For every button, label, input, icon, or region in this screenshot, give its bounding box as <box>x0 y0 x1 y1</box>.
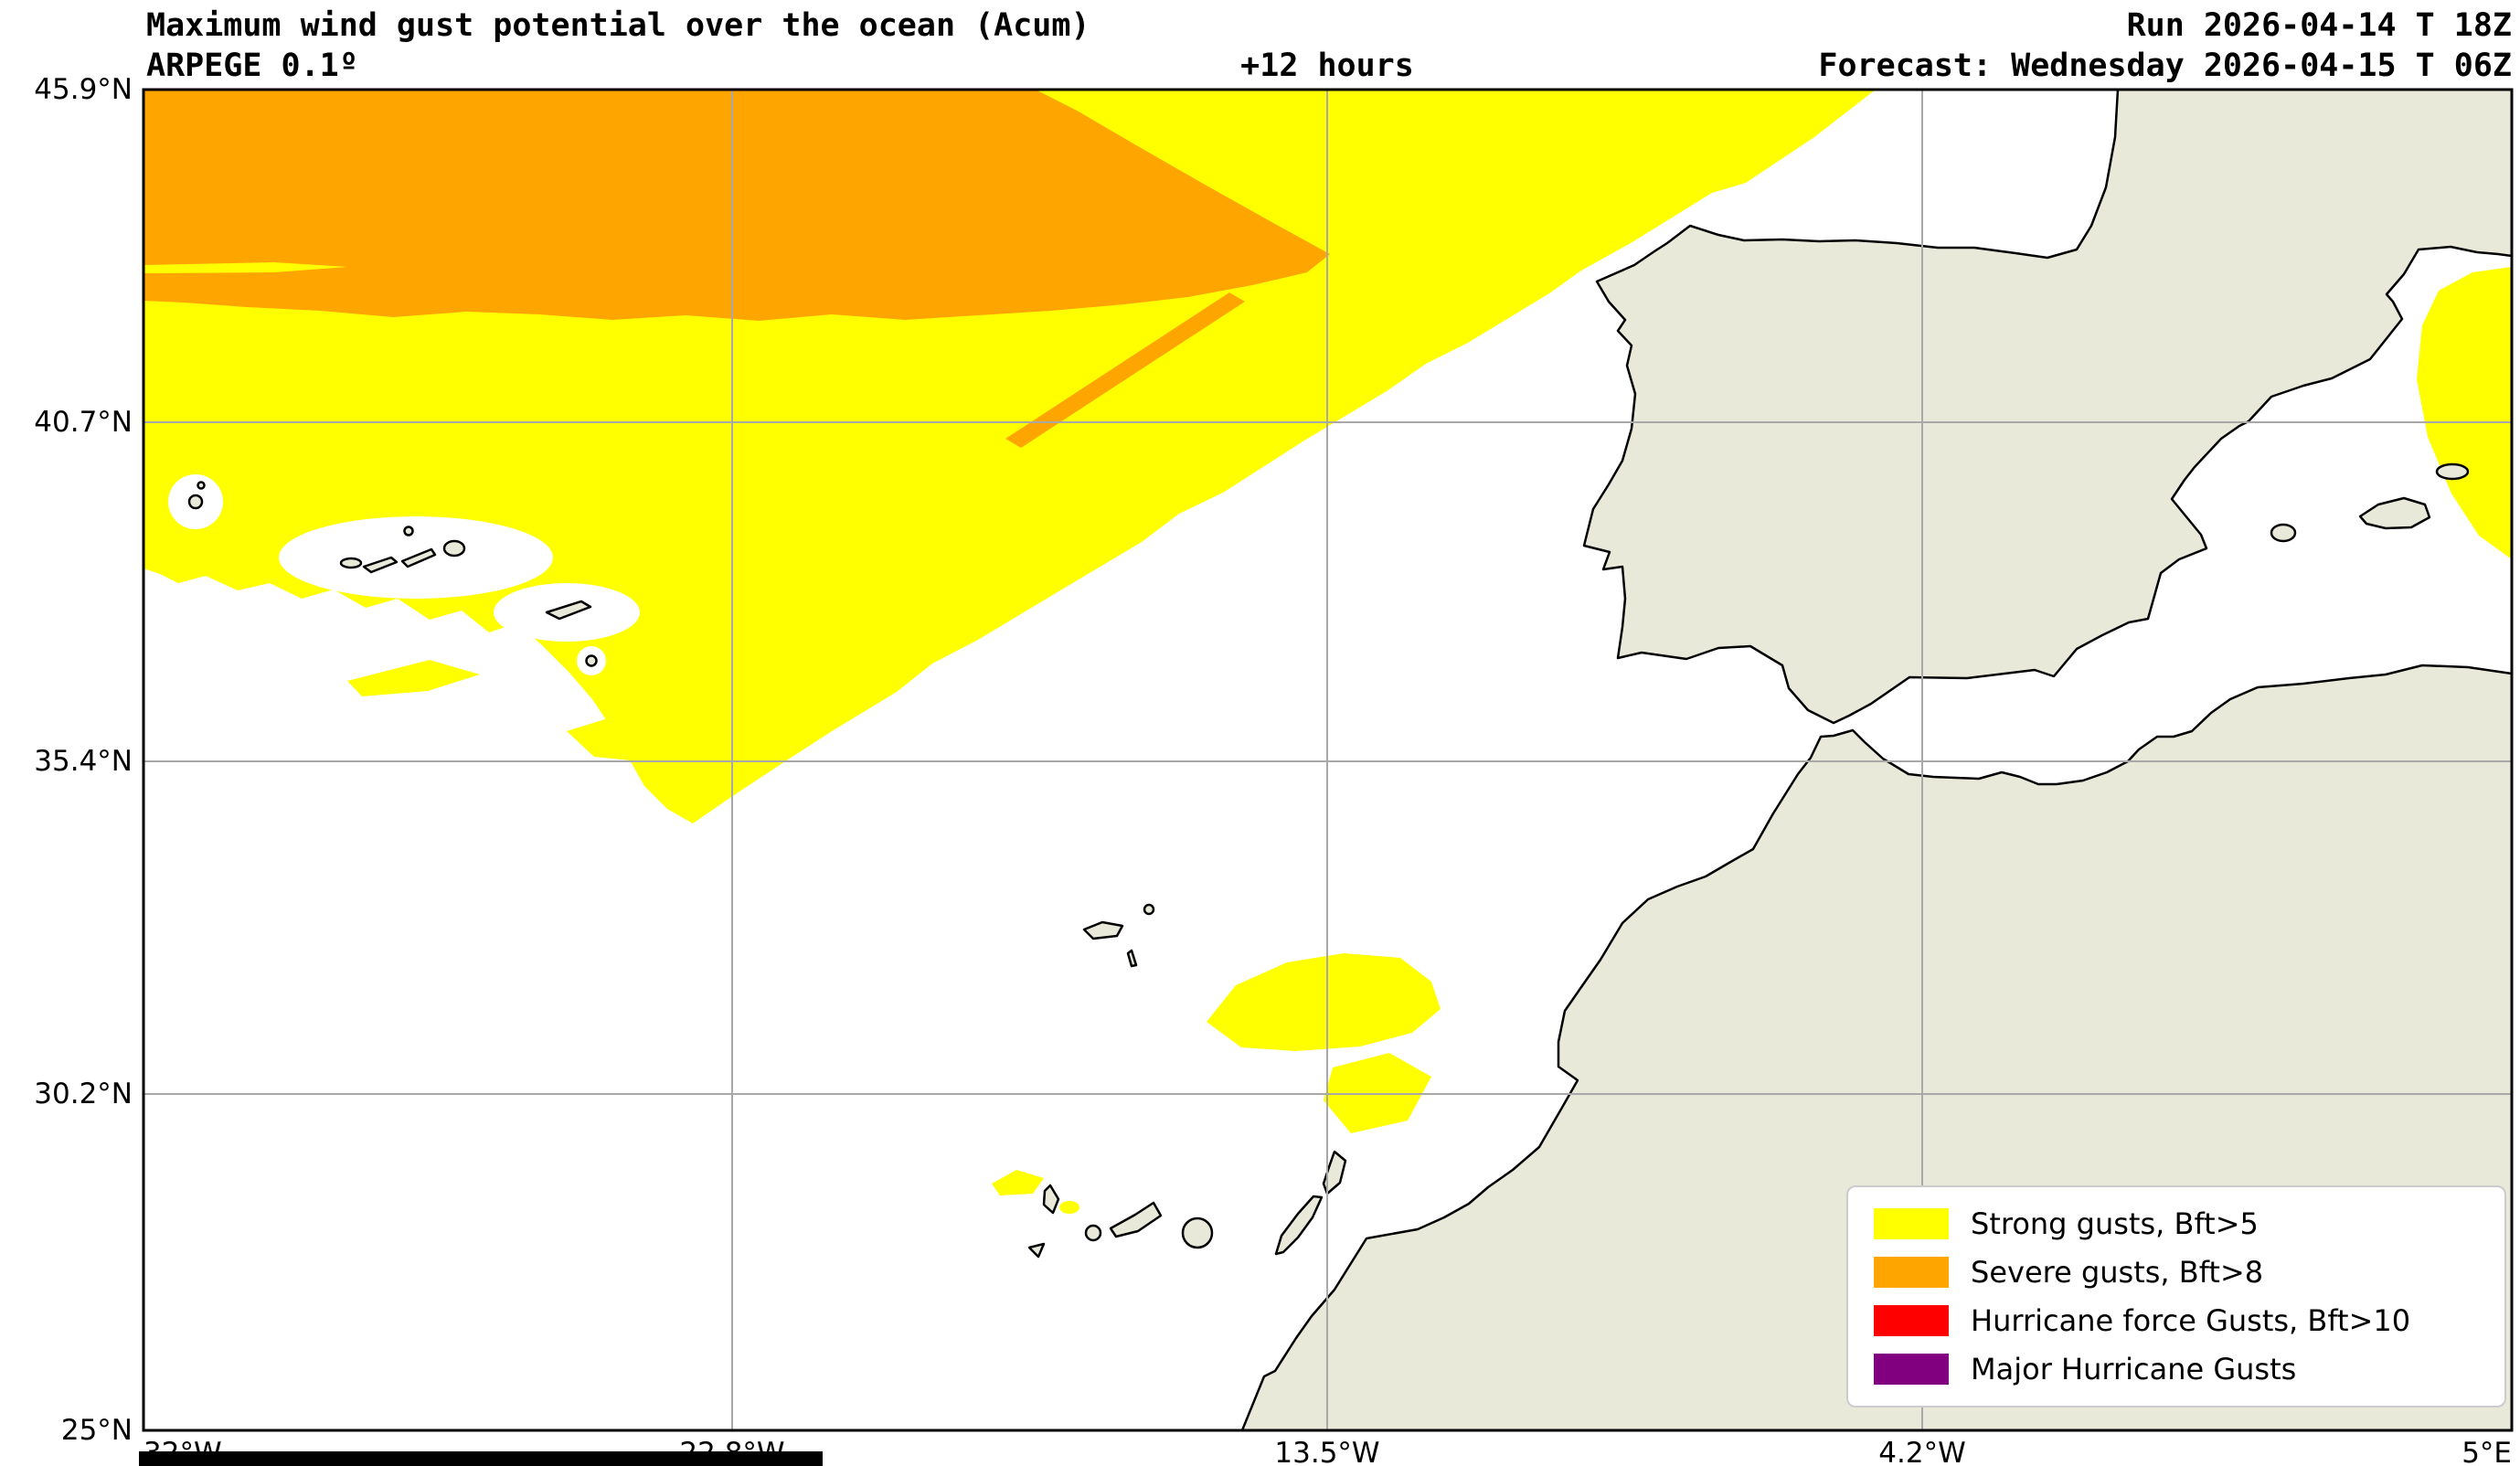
bottom-bar <box>139 1451 823 1466</box>
legend-item-strong-gusts: Strong gusts, Bft>5 <box>1874 1206 2479 1241</box>
strong-gusts-swatch <box>1874 1208 1949 1239</box>
legend-item-major-hurricane-gusts: Major Hurricane Gusts <box>1874 1352 2479 1386</box>
y-tick-label: 40.7°N <box>34 406 133 439</box>
y-tick-label: 30.2°N <box>34 1078 133 1110</box>
plot-border <box>142 88 2514 1432</box>
legend: Strong gusts, Bft>5 Severe gusts, Bft>8 … <box>1846 1185 2506 1408</box>
x-tick-label: 13.5°W <box>1274 1437 1380 1466</box>
islands-canaries <box>1027 1150 1347 1259</box>
legend-item-severe-gusts: Severe gusts, Bft>8 <box>1874 1255 2479 1290</box>
y-tick-label: 25°N <box>60 1414 133 1447</box>
model-label: ARPEGE 0.1º <box>146 48 358 84</box>
y-tick-label: 45.9°N <box>34 73 133 106</box>
forecast-label: Forecast: Wednesday 2026-04-15 T 06Z <box>1818 48 2512 84</box>
severe-gusts-streak <box>1005 292 1245 448</box>
legend-label: Major Hurricane Gusts <box>1971 1352 2297 1386</box>
legend-label: Strong gusts, Bft>5 <box>1971 1206 2259 1241</box>
legend-label: Hurricane force Gusts, Bft>10 <box>1971 1303 2411 1338</box>
major-hurricane-gusts-swatch <box>1874 1354 1949 1385</box>
hurricane-gusts-swatch <box>1874 1305 1949 1336</box>
severe-gusts-region <box>144 90 1330 321</box>
x-tick-label: 5°E <box>2462 1437 2512 1466</box>
islands-madeira <box>1082 903 1155 968</box>
legend-label: Severe gusts, Bft>8 <box>1971 1255 2264 1290</box>
islands-balearics <box>2270 462 2470 543</box>
y-tick-label: 35.4°N <box>34 745 133 778</box>
strong-gusts-sliver <box>144 262 347 273</box>
legend-item-hurricane-gusts: Hurricane force Gusts, Bft>10 <box>1874 1303 2479 1338</box>
lead-time-label: +12 hours <box>1240 48 1414 84</box>
severe-gusts-swatch <box>1874 1257 1949 1288</box>
x-tick-label: 4.2°W <box>1878 1437 1966 1466</box>
islands-azores <box>187 481 598 667</box>
page-title: Maximum wind gust potential over the oce… <box>146 7 1090 44</box>
run-label: Run 2026-04-14 T 18Z <box>2126 7 2512 44</box>
land-iberia-france <box>1582 90 2512 725</box>
